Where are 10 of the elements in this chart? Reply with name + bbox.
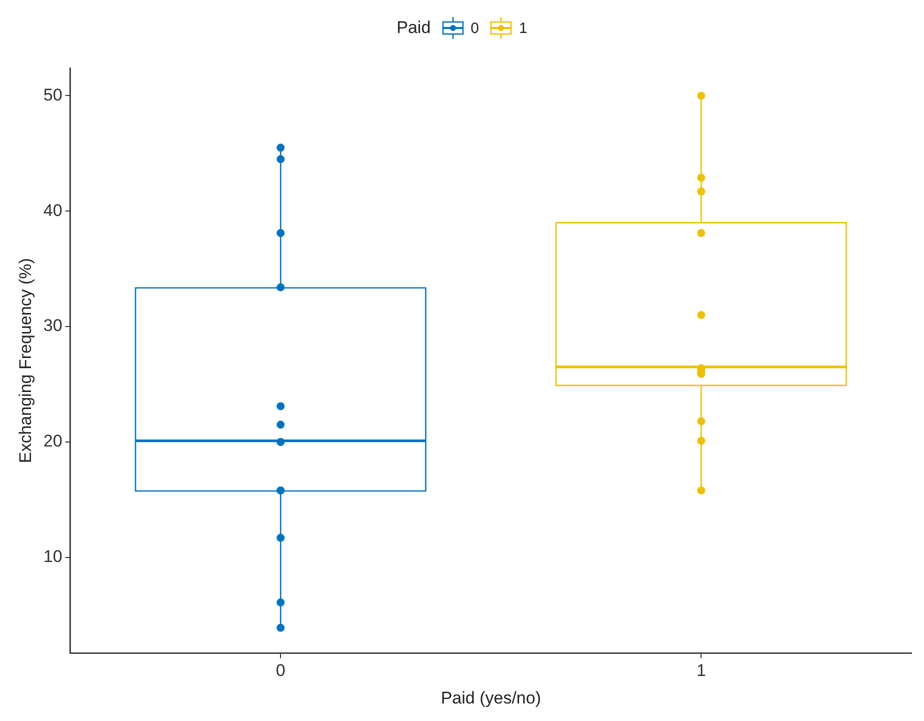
legend-label: 0: [470, 20, 480, 36]
y-tick-label: 50: [43, 85, 62, 104]
y-tick-label: 40: [43, 200, 62, 220]
legend-label: 1: [519, 20, 528, 36]
y-tick-label: 10: [43, 547, 62, 566]
y-axis-title: Exchanging Frequency (%): [16, 258, 35, 464]
y-tick-label: 20: [43, 432, 62, 451]
y-tick-label: 30: [43, 316, 62, 336]
legend-title: Paid: [396, 18, 431, 38]
x-axis-title: Paid (yes/no): [440, 688, 541, 708]
